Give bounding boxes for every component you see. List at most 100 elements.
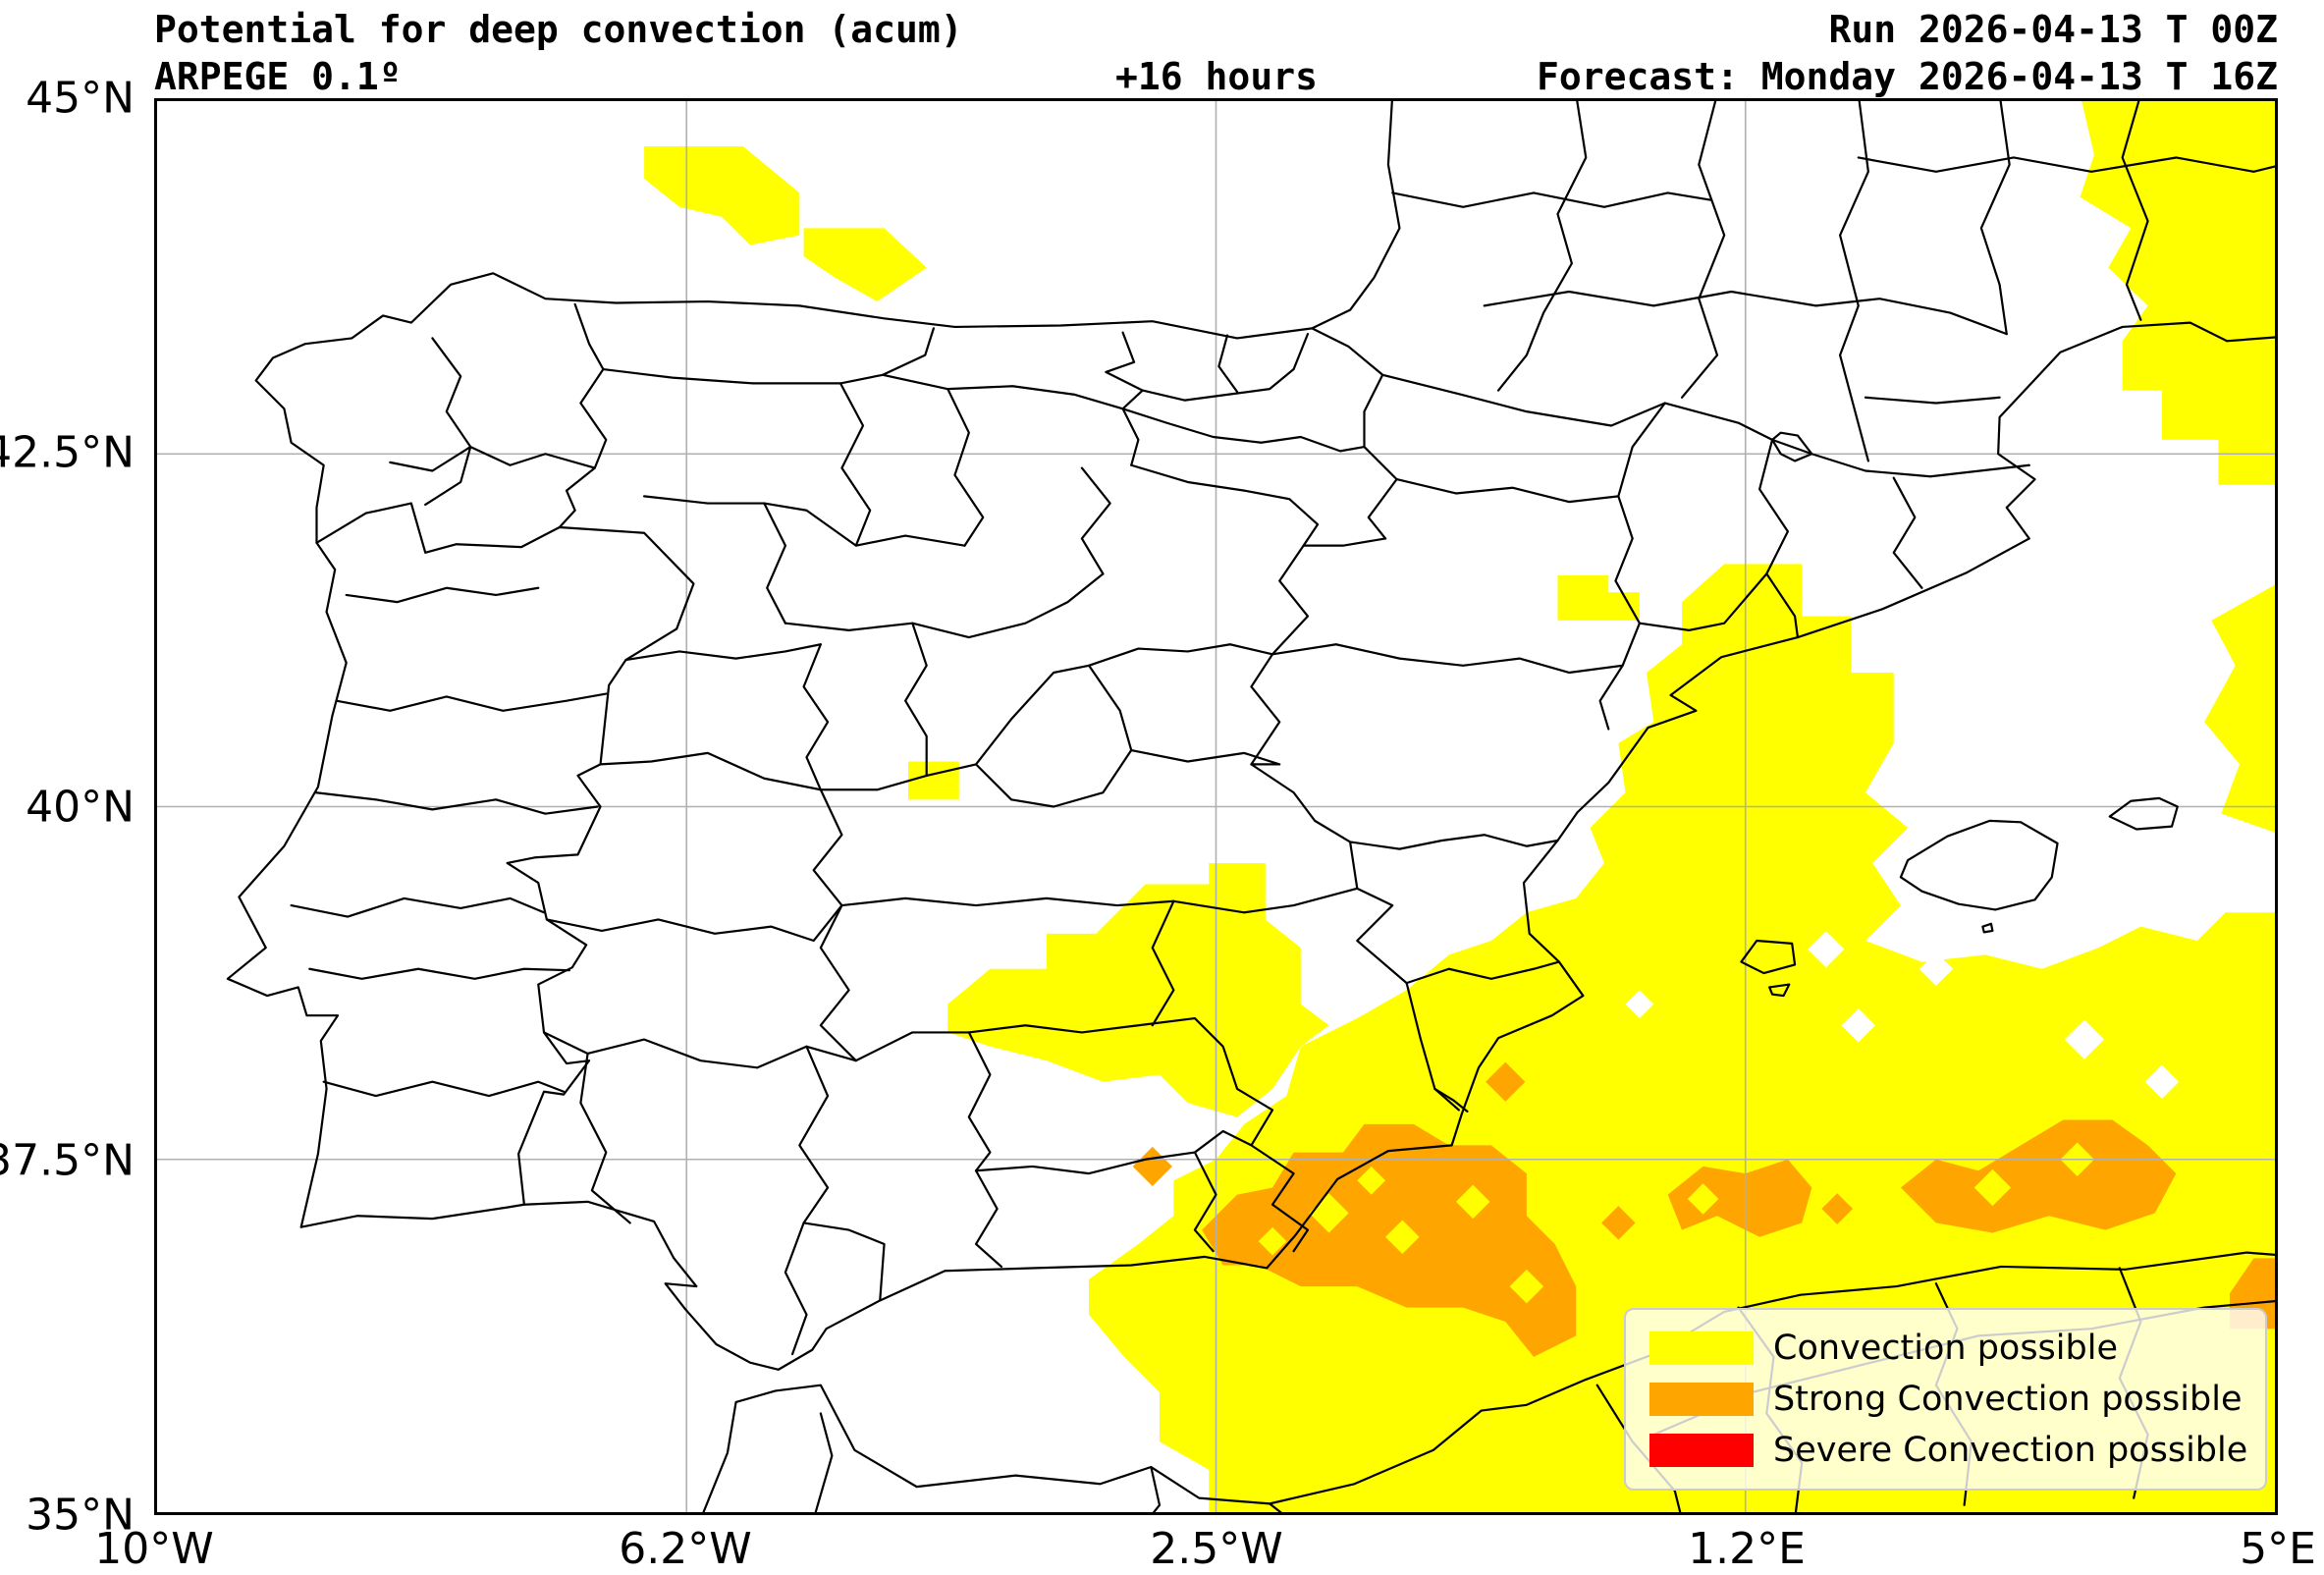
- boundary-line: [1759, 440, 1798, 637]
- boundary-line: [799, 1047, 828, 1223]
- boundary-line: [601, 753, 977, 789]
- legend-label-convection: Convection possible: [1773, 1329, 2118, 1368]
- boundary-line: [764, 504, 785, 624]
- boundary-line: [947, 389, 983, 546]
- boundary-line: [814, 1413, 833, 1512]
- legend-item-severe-convection: Severe Convection possible: [1649, 1430, 2247, 1471]
- spot-convection: [1309, 1193, 1349, 1233]
- boundary-line: [1106, 333, 1142, 409]
- spot-convection: [1973, 1168, 2012, 1207]
- region-convection: [644, 145, 800, 245]
- boundary-line: [644, 496, 964, 545]
- boundary-line: [1131, 750, 1279, 764]
- boundary-line: [560, 304, 606, 527]
- boundary-line: [547, 905, 842, 941]
- island-outline: [1982, 924, 1992, 933]
- boundary-line: [1082, 468, 1110, 574]
- boundary-line: [840, 383, 870, 545]
- boundary-line: [425, 338, 470, 505]
- boundary-line: [292, 898, 544, 917]
- boundary-line: [1865, 398, 2000, 404]
- y-tick-35n: 35°N: [26, 1490, 135, 1541]
- boundary-line: [905, 624, 927, 776]
- legend-item-strong-convection: Strong Convection possible: [1649, 1379, 2243, 1420]
- region-convection: [908, 761, 959, 800]
- y-tick-37-5n: 37.5°N: [0, 1135, 135, 1186]
- boundary-line: [315, 792, 598, 814]
- spot-strong: [1821, 1193, 1854, 1224]
- boundary-line: [2123, 101, 2148, 320]
- map-grid-layer: [157, 101, 2275, 1512]
- legend-swatch-severe-convection: [1649, 1434, 1754, 1467]
- run-label: Run 2026-04-13 T 00Z: [1828, 8, 2278, 51]
- island-outline: [2110, 798, 2178, 830]
- boundary-line: [1840, 101, 1868, 461]
- x-tick-1-2e: 1.2°E: [1688, 1524, 1806, 1574]
- island-outline: [1741, 941, 1795, 973]
- boundary-line: [347, 588, 539, 602]
- region-strong: [1667, 1159, 1812, 1237]
- boundary-line: [1392, 192, 1710, 206]
- region-convection: [2204, 584, 2275, 833]
- region-convection: [803, 228, 927, 302]
- boundary-line: [1434, 1089, 1467, 1112]
- boundary-line: [883, 375, 1122, 408]
- region-convection: [947, 862, 1329, 1117]
- boundary-line: [1272, 644, 1623, 673]
- x-tick-10w: 10°W: [94, 1524, 214, 1574]
- boundary-line: [1682, 101, 1724, 398]
- boundary-line: [1270, 1503, 1289, 1512]
- boundary-line: [580, 1054, 629, 1222]
- legend-label-severe-convection: Severe Convection possible: [1773, 1431, 2248, 1470]
- spot-none: [1919, 951, 1954, 986]
- boundary-line: [1894, 478, 1922, 588]
- boundary-line: [804, 644, 828, 789]
- boundary-line: [1304, 538, 1385, 545]
- island-outline: [1772, 433, 1811, 462]
- boundary-line: [1859, 157, 2275, 171]
- boundary-line: [228, 101, 2275, 1370]
- boundary-line: [309, 969, 569, 979]
- region-convection: [1557, 574, 1640, 621]
- boundary-line: [1148, 1467, 1160, 1512]
- model-label: ARPEGE 0.1º: [154, 55, 402, 98]
- boundary-line: [1350, 835, 1557, 848]
- boundary-line: [976, 1131, 1251, 1173]
- boundary-line: [316, 504, 693, 1205]
- legend-label-strong-convection: Strong Convection possible: [1773, 1380, 2243, 1419]
- y-tick-45n: 45°N: [26, 73, 135, 124]
- boundary-line: [1981, 101, 2010, 334]
- spot-none: [2144, 1064, 2180, 1099]
- boundary-line: [804, 1222, 885, 1300]
- legend-swatch-convection: [1649, 1331, 1754, 1365]
- boundary-line: [337, 694, 607, 711]
- boundary-line: [1123, 408, 1139, 464]
- boundary-line: [976, 1170, 1001, 1267]
- spot-strong: [1486, 1061, 1526, 1102]
- x-tick-5e: 5°E: [2240, 1524, 2316, 1574]
- boundary-line: [324, 1082, 564, 1096]
- boundary-line: [1153, 901, 1174, 1025]
- boundary-line: [785, 1222, 807, 1354]
- map-canvas: [157, 101, 2275, 1512]
- y-tick-42-5n: 42.5°N: [0, 427, 135, 478]
- y-tick-40n: 40°N: [26, 782, 135, 833]
- boundary-line: [390, 447, 470, 470]
- x-tick-2-5w: 2.5°W: [1150, 1524, 1283, 1574]
- map-legend: Convection possible Strong Convection po…: [1624, 1308, 2267, 1491]
- legend-swatch-strong-convection: [1649, 1383, 1754, 1416]
- boundary-line: [1195, 1153, 1216, 1252]
- spot-strong: [1132, 1146, 1172, 1187]
- map-fill-layer: [644, 101, 2275, 1512]
- boundary-line: [1640, 573, 1766, 629]
- boundary-line: [785, 573, 1104, 637]
- region-strong: [1900, 1119, 2177, 1233]
- boundary-line: [1131, 465, 1318, 546]
- boundary-line: [1143, 334, 1308, 401]
- boundary-line: [1407, 962, 1559, 984]
- forecast-label: Forecast: Monday 2026-04-13 T 16Z: [1537, 55, 2278, 98]
- spot-convection: [1687, 1183, 1719, 1215]
- lead-time-label: +16 hours: [1115, 55, 1318, 98]
- legend-item-convection: Convection possible: [1649, 1328, 2242, 1369]
- island-outline: [1769, 985, 1789, 996]
